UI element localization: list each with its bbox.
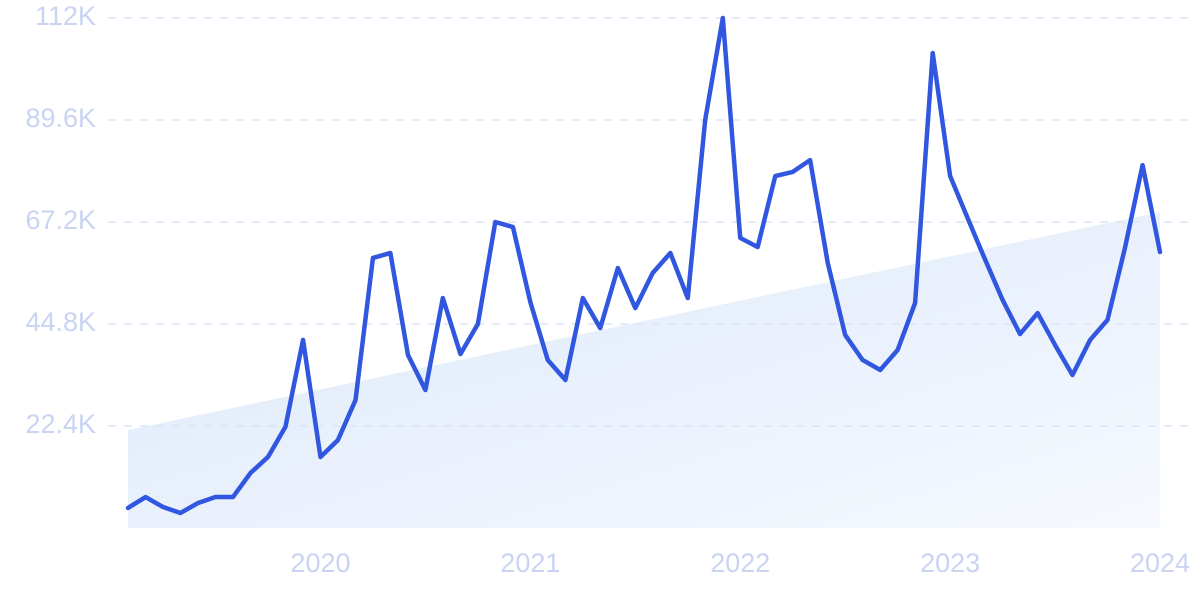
y-tick-label: 89.6K xyxy=(25,103,96,133)
x-tick-label: 2022 xyxy=(710,548,770,578)
y-tick-label: 44.8K xyxy=(25,307,96,337)
y-tick-label: 112K xyxy=(35,1,96,31)
y-tick-label: 22.4K xyxy=(25,409,96,439)
x-tick-label: 2020 xyxy=(290,548,350,578)
x-tick-label: 2021 xyxy=(500,548,560,578)
y-tick-label: 67.2K xyxy=(25,205,96,235)
x-tick-label: 2023 xyxy=(920,548,980,578)
data-line xyxy=(125,15,1163,516)
x-tick-label: 2024 xyxy=(1130,548,1190,578)
trend-area xyxy=(128,211,1160,528)
